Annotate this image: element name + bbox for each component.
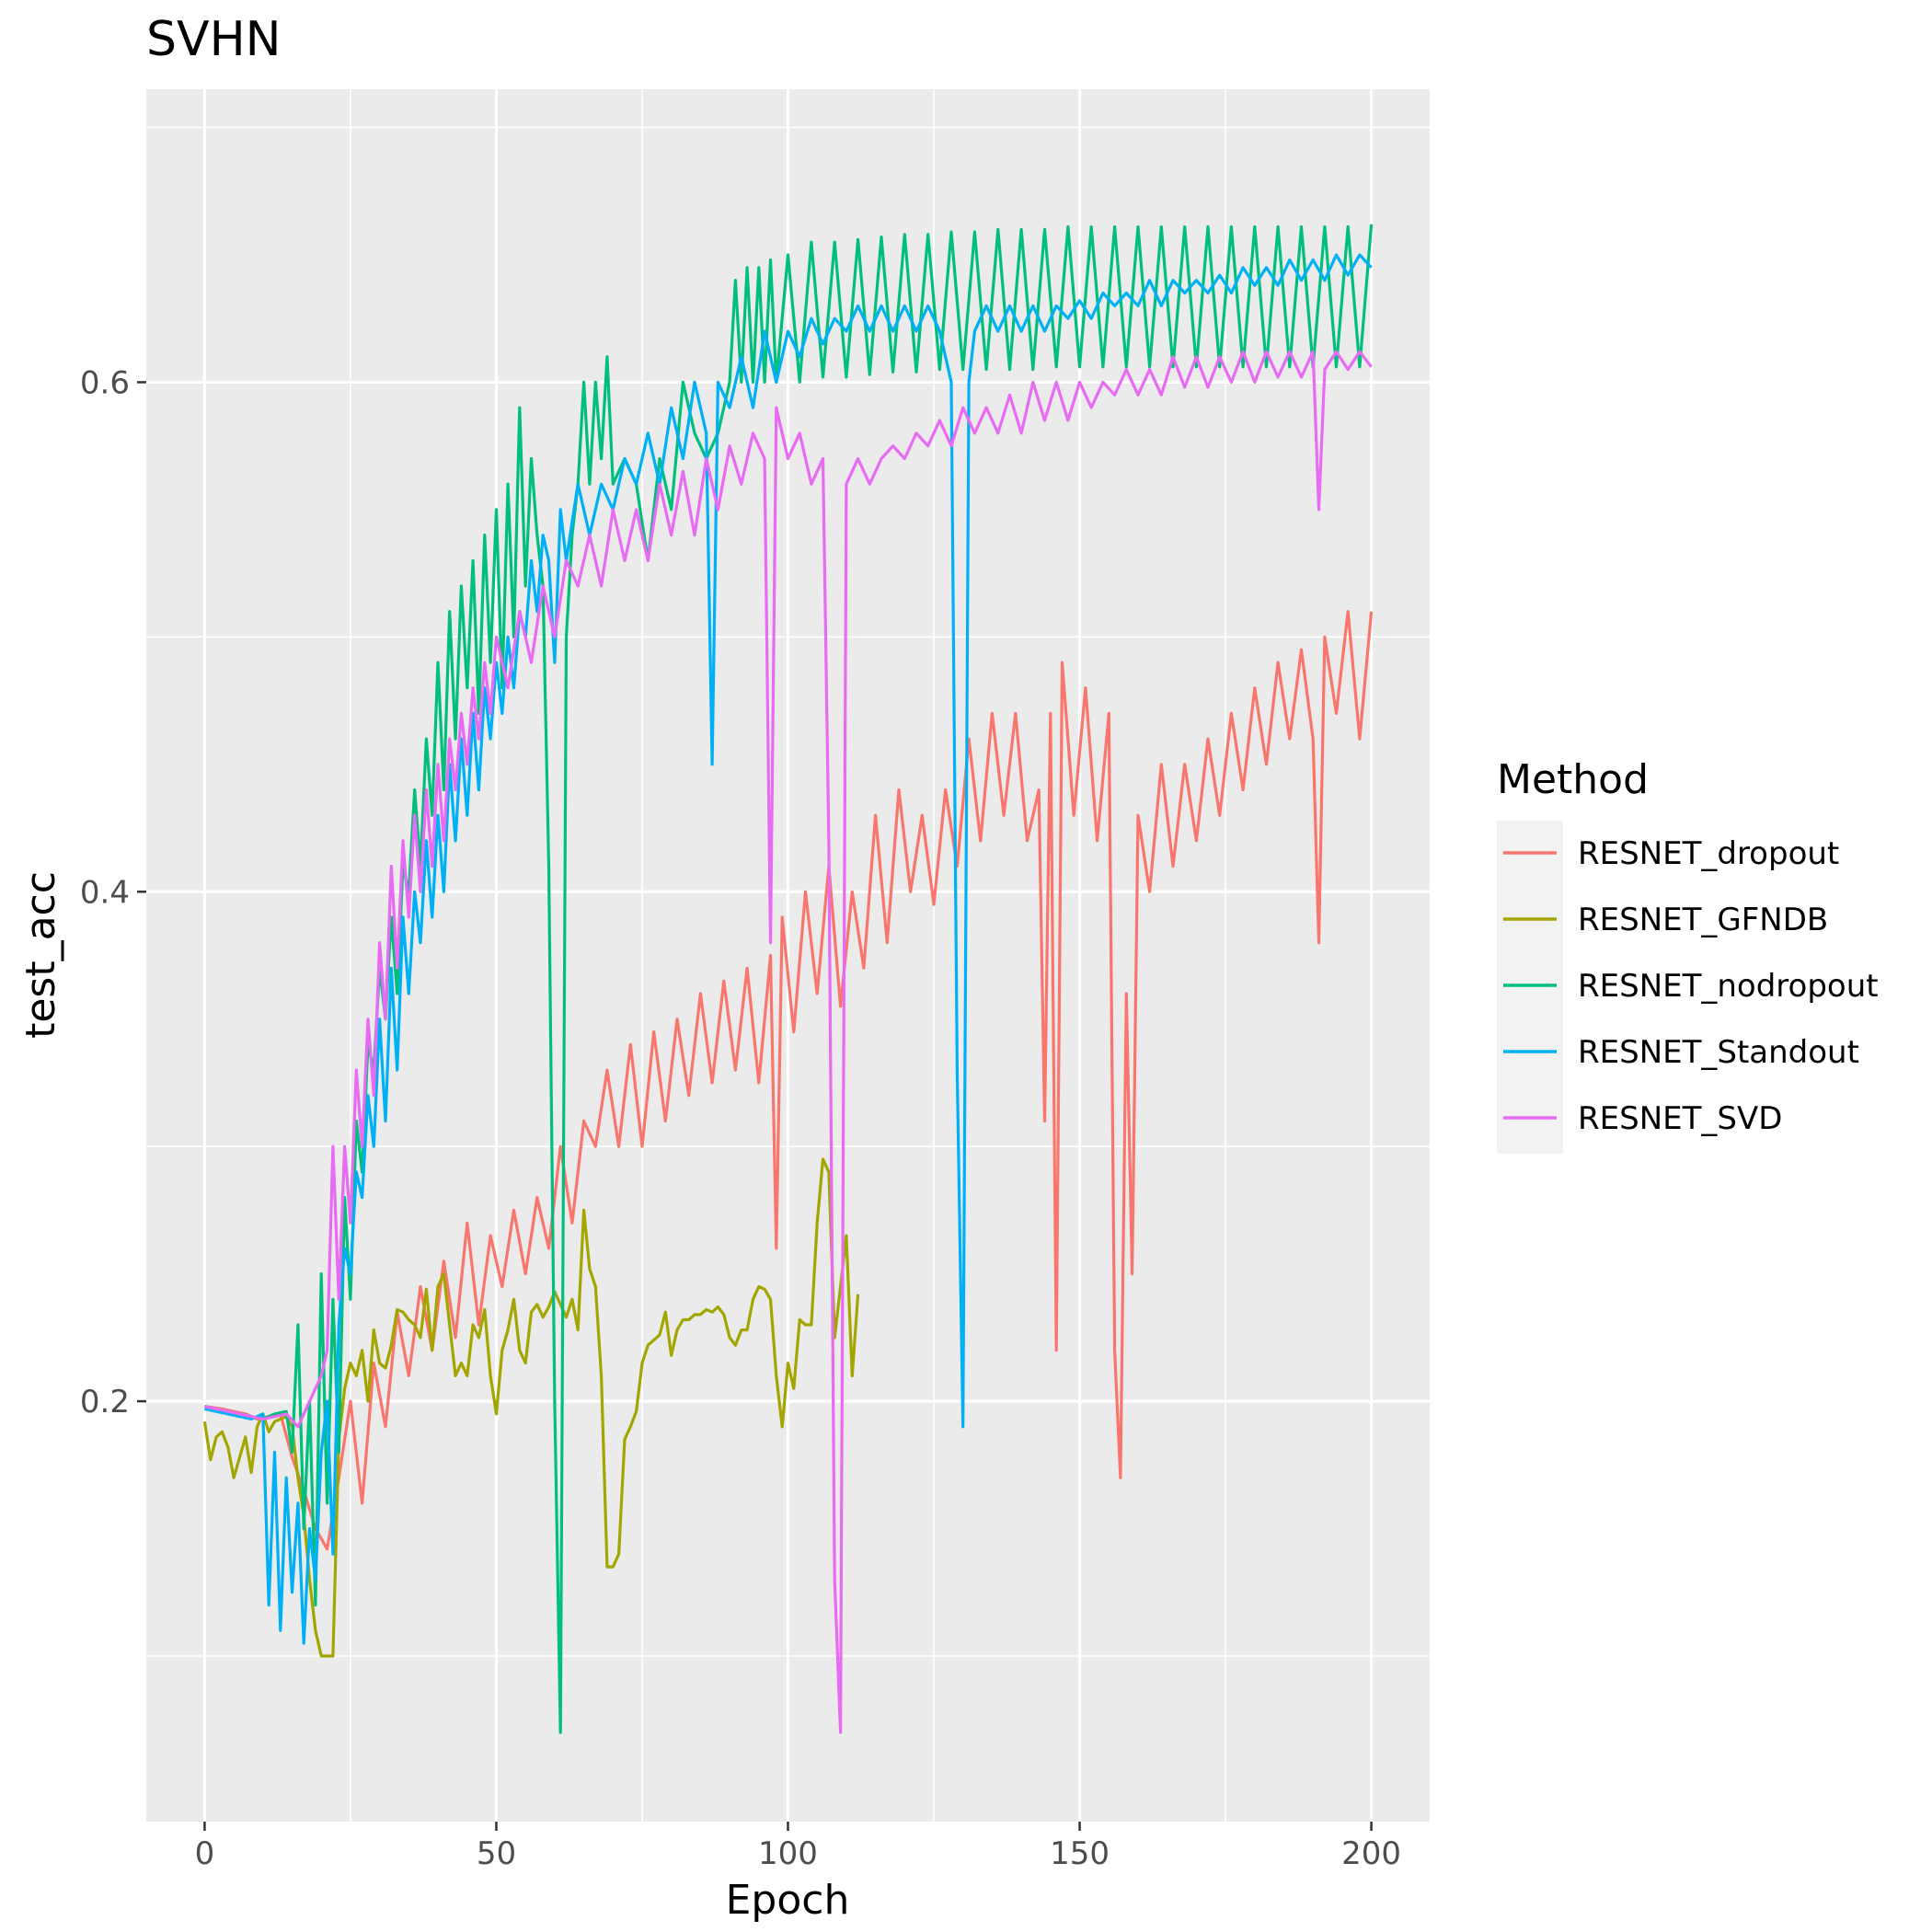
legend-title: Method (1497, 756, 1649, 803)
x-tick-label: 200 (1341, 1835, 1401, 1872)
legend: Method RESNET_dropout RESNET_GFNDB RESNET_… (1497, 756, 1879, 1154)
series-line-RESNET_GFNDB (202, 1157, 860, 1658)
legend-key-background (1497, 821, 1563, 1154)
x-tick-label: 150 (1050, 1835, 1110, 1872)
series-line-RESNET_SVD (204, 350, 1373, 1734)
legend-label-RESNET_GFNDB: RESNET_GFNDB (1578, 902, 1828, 938)
chart-title: SVHN (146, 12, 282, 67)
y-tick-label: 0.6 (80, 364, 130, 401)
y-axis-title: test_acc (17, 871, 64, 1039)
legend-label-RESNET_SVD: RESNET_SVD (1578, 1100, 1782, 1137)
axis-ticks: 0 50 100 150 200 0.2 0.4 0.6 (80, 364, 1401, 1872)
grid-lines (146, 89, 1430, 1822)
series-line-RESNET_dropout (204, 610, 1374, 1551)
y-tick-label: 0.2 (80, 1384, 130, 1420)
legend-label-RESNET_nodropout: RESNET_nodropout (1578, 968, 1879, 1005)
x-tick-label: 100 (758, 1835, 818, 1872)
series-lines (202, 224, 1374, 1734)
x-axis-title: Epoch (726, 1877, 850, 1924)
x-tick-label: 50 (477, 1835, 516, 1872)
legend-label-RESNET_dropout: RESNET_dropout (1578, 835, 1839, 872)
y-tick-label: 0.4 (80, 874, 130, 911)
legend-label-RESNET_Standout: RESNET_Standout (1578, 1034, 1859, 1071)
series-line-RESNET_Standout (204, 253, 1373, 1645)
x-tick-label: 0 (195, 1835, 215, 1872)
